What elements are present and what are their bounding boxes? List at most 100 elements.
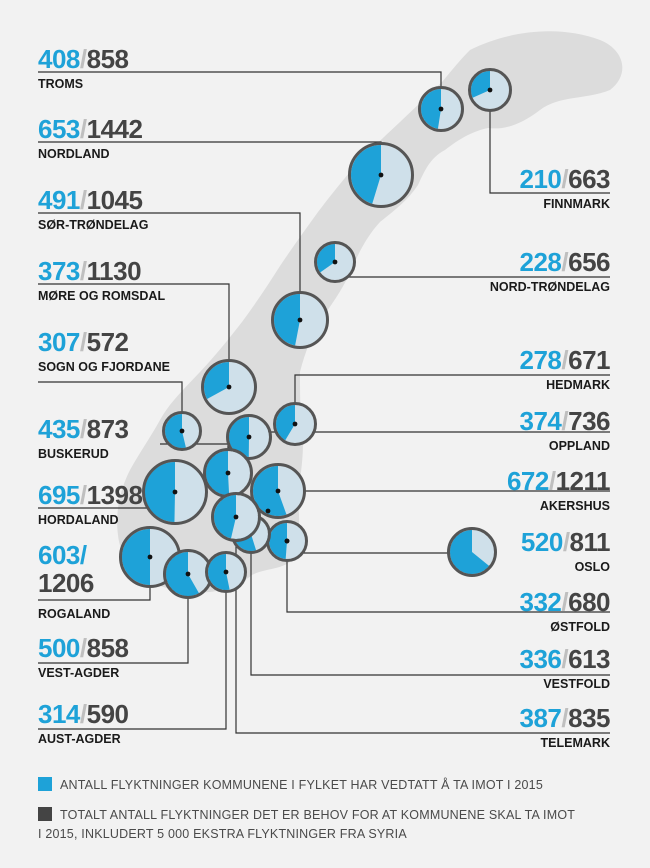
pie-outline-oppland: [203, 448, 253, 498]
value-hordaland: 695/1398: [38, 480, 143, 510]
label-vest-agder: 500/858 VEST-AGDER: [38, 633, 129, 680]
value-needed-telemark: 835: [568, 703, 610, 733]
value-slash-more-og-romsdal: /: [80, 256, 87, 286]
anchor-dot-sor-trondelag: [297, 317, 303, 323]
value-sor-trondelag: 491/1045: [38, 185, 143, 215]
label-hordaland: 695/1398 HORDALAND: [38, 480, 143, 527]
value-slash-hedmark: /: [561, 345, 568, 375]
label-rogaland: 603/1206 ROGALAND: [38, 540, 110, 621]
leader-troms: [38, 71, 442, 109]
pie-accepted-oslo: [450, 530, 490, 574]
value-slash-sogn-og-fjordane: /: [80, 327, 87, 357]
value-slash-nord-trondelag: /: [561, 247, 568, 277]
anchor-dot-ostfold: [284, 538, 290, 544]
value-needed-hordaland: 1398: [87, 480, 143, 510]
value-more-og-romsdal: 373/1130: [38, 256, 141, 286]
pie-accepted-aust-agder: [207, 554, 230, 590]
value-nord-trondelag: 228/656: [519, 247, 610, 277]
legend-label-needed-line2: I 2015, INKLUDERT 5 000 EKSTRA FLYKTNING…: [38, 827, 407, 841]
value-oppland: 374/736: [519, 406, 610, 436]
value-needed-troms: 858: [87, 44, 129, 74]
value-accepted-rogaland: 603/: [38, 540, 87, 570]
label-sor-trondelag: 491/1045 SØR-TRØNDELAG: [38, 185, 148, 232]
value-needed-sogn-og-fjordane: 572: [87, 327, 129, 357]
value-slash-finnmark: /: [561, 164, 568, 194]
value-needed-nord-trondelag: 656: [568, 247, 610, 277]
county-name-nord-trondelag: NORD-TRØNDELAG: [490, 280, 610, 294]
pie-accepted-oppland: [205, 451, 230, 495]
county-name-rogaland: ROGALAND: [38, 607, 110, 621]
pie-outline-oslo: [447, 527, 497, 577]
value-slash-sor-trondelag: /: [80, 185, 87, 215]
value-accepted-sor-trondelag: 491: [38, 185, 80, 215]
label-oppland: 374/736 OPPLAND: [519, 406, 610, 453]
value-needed-oppland: 736: [568, 406, 610, 436]
value-needed-hedmark: 671: [568, 345, 610, 375]
label-nordland: 653/1442 NORDLAND: [38, 114, 143, 161]
label-nord-trondelag: 228/656 NORD-TRØNDELAG: [490, 247, 611, 294]
leader-finnmark: [489, 90, 610, 194]
leader-aust-agder: [38, 572, 227, 730]
pie-accepted-sor-trondelag: [273, 294, 300, 346]
value-vestfold: 336/613: [519, 644, 610, 674]
pie-outline-nordland: [348, 142, 414, 208]
county-name-sor-trondelag: SØR-TRØNDELAG: [38, 218, 148, 232]
pie-accepted-hedmark: [276, 405, 295, 441]
value-hedmark: 278/671: [519, 345, 610, 375]
pie-nord-trondelag: [314, 241, 356, 283]
pie-accepted-finnmark: [471, 71, 490, 98]
value-needed-vest-agder: 858: [87, 633, 129, 663]
value-slash-telemark: /: [561, 703, 568, 733]
pie-accepted-hordaland: [144, 461, 175, 522]
leader-oslo: [286, 541, 472, 554]
value-needed-nordland: 1442: [87, 114, 143, 144]
anchor-dot-more-og-romsdal: [226, 384, 232, 390]
pie-outline-telemark: [211, 492, 261, 542]
value-needed-sor-trondelag: 1045: [87, 185, 143, 215]
county-pies: [119, 68, 512, 599]
leader-more-og-romsdal: [38, 283, 230, 387]
pie-accepted-nordland: [351, 145, 381, 204]
value-accepted-finnmark: 210: [519, 164, 561, 194]
value-accepted-akershus: 672: [507, 466, 549, 496]
value-ostfold: 332/680: [519, 587, 610, 617]
value-needed-more-og-romsdal: 1130: [87, 256, 141, 286]
pie-accepted-ostfold: [269, 523, 287, 559]
pie-outline-finnmark: [468, 68, 512, 112]
county-name-sogn-og-fjordane: SOGN OG FJORDANE: [38, 360, 170, 374]
value-accepted-hordaland: 695: [38, 480, 80, 510]
county-name-ostfold: ØSTFOLD: [550, 620, 610, 634]
pie-oslo: [447, 527, 497, 577]
county-labels: 408/858TROMS653/1442NORDLAND491/1045SØR-…: [38, 44, 611, 750]
pie-accepted-nord-trondelag: [316, 244, 335, 273]
anchor-dot-nordland: [378, 172, 384, 178]
value-accepted-sogn-og-fjordane: 307: [38, 327, 80, 357]
pie-outline-nord-trondelag: [314, 241, 356, 283]
label-oslo: 520/811 OSLO: [521, 527, 611, 574]
pie-accepted-troms: [421, 89, 441, 129]
pie-outline-buskerud: [226, 414, 272, 460]
leader-dots: [147, 87, 493, 577]
value-accepted-oppland: 374: [519, 406, 562, 436]
value-accepted-vestfold: 336: [519, 644, 561, 674]
anchor-dot-vest-agder: [185, 571, 191, 577]
value-accepted-troms: 408: [38, 44, 80, 74]
anchor-dot-buskerud: [246, 434, 252, 440]
pie-accepted-telemark: [214, 495, 236, 539]
pie-accepted-rogaland: [122, 529, 150, 585]
county-name-buskerud: BUSKERUD: [38, 447, 109, 461]
value-slash-oslo: /: [563, 527, 570, 557]
value-finnmark: 210/663: [519, 164, 610, 194]
label-telemark: 387/835 TELEMARK: [519, 703, 610, 750]
value-slash-aust-agder: /: [80, 699, 87, 729]
pie-outline-aust-agder: [205, 551, 247, 593]
value-accepted-hedmark: 278: [519, 345, 561, 375]
leader-ostfold: [286, 541, 610, 613]
value-slash-akershus: /: [549, 466, 556, 496]
label-ostfold: 332/680 ØSTFOLD: [519, 587, 610, 634]
value-slash-vest-agder: /: [80, 633, 87, 663]
label-troms: 408/858 TROMS: [38, 44, 129, 91]
label-sogn-og-fjordane: 307/572 SOGN OG FJORDANE: [38, 327, 170, 374]
value-slash-ostfold: /: [561, 587, 568, 617]
value-needed-aust-agder: 590: [87, 699, 129, 729]
